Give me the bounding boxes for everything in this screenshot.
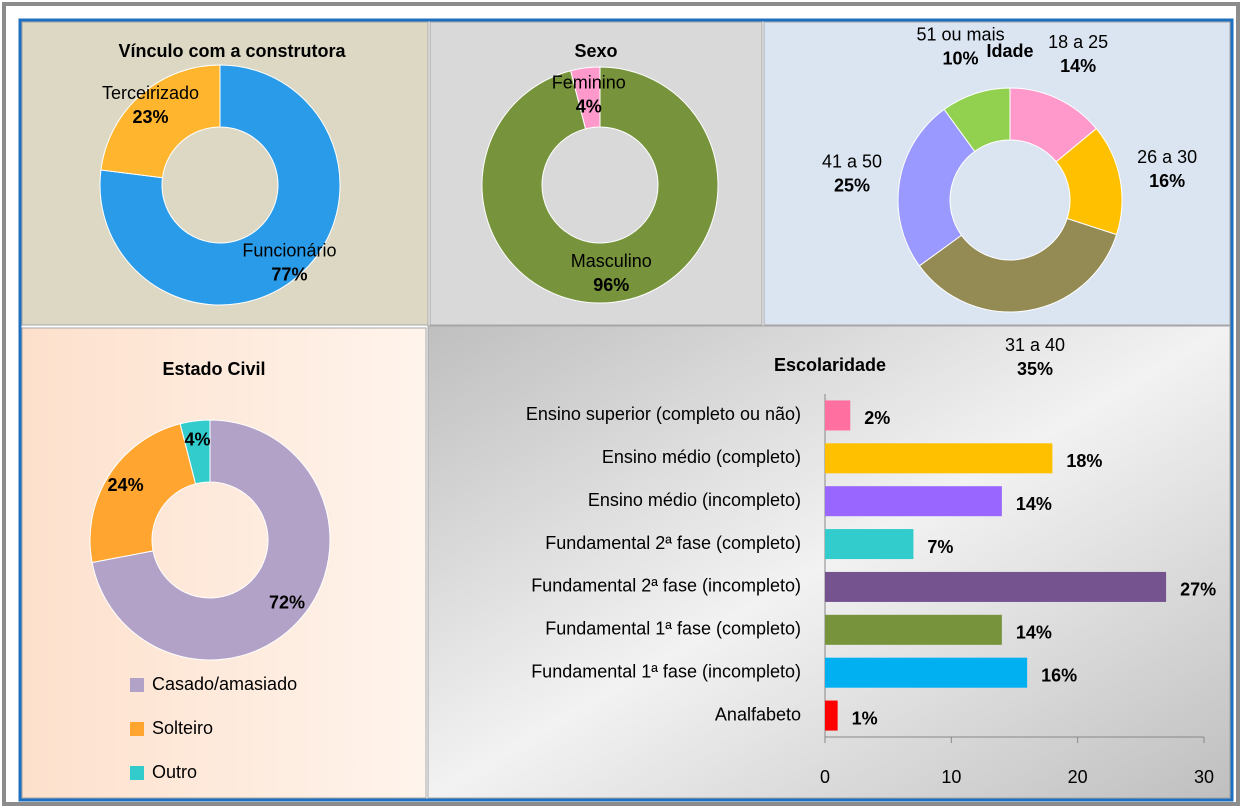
slice xyxy=(918,217,1118,313)
data-label: 18% xyxy=(1066,451,1102,471)
x-tick-label: 10 xyxy=(941,767,961,787)
slice xyxy=(570,66,601,130)
legend-swatch xyxy=(130,766,144,780)
chart-title: Vínculo com a construtora xyxy=(118,41,346,61)
inner-frame xyxy=(18,18,1234,802)
slice xyxy=(943,87,1011,153)
data-label: 14% xyxy=(1016,494,1052,514)
bar xyxy=(825,400,851,431)
data-label: 4% xyxy=(184,430,210,450)
slice xyxy=(481,66,719,304)
data-label: 16% xyxy=(1041,665,1077,685)
legend-swatch xyxy=(130,722,144,736)
bar xyxy=(825,700,838,731)
bar xyxy=(825,571,1167,602)
data-label: 23% xyxy=(133,107,169,127)
y-tick-label: Ensino médio (incompleto) xyxy=(588,490,801,510)
legend-label: Solteiro xyxy=(152,718,213,738)
slice-label: 31 a 40 xyxy=(1005,335,1065,355)
data-label: 7% xyxy=(927,537,953,557)
y-tick-label: Analfabeto xyxy=(715,704,801,724)
slice xyxy=(91,419,331,661)
y-tick-label: Fundamental 1ª fase (completo) xyxy=(545,619,801,639)
x-tick-label: 20 xyxy=(1068,767,1088,787)
x-tick-label: 30 xyxy=(1194,767,1214,787)
slice-label: 18 a 25 xyxy=(1048,32,1108,52)
legend-label: Outro xyxy=(152,762,197,782)
y-tick-label: Ensino superior (completo ou não) xyxy=(526,404,801,424)
slice xyxy=(100,64,221,179)
slice xyxy=(179,419,211,485)
slice-label: Terceirizado xyxy=(102,83,199,103)
slice xyxy=(99,64,341,306)
data-label: 25% xyxy=(834,176,870,196)
y-tick-label: Ensino médio (completo) xyxy=(602,447,801,467)
chart-title: Idade xyxy=(986,41,1033,61)
data-label: 24% xyxy=(108,475,144,495)
chart-title: Estado Civil xyxy=(162,359,265,379)
bar xyxy=(825,614,1002,645)
data-label: 10% xyxy=(943,49,979,69)
data-label: 72% xyxy=(269,592,305,612)
data-label: 14% xyxy=(1016,623,1052,643)
bar xyxy=(825,657,1028,688)
data-label: 4% xyxy=(576,96,602,116)
x-tick-label: 0 xyxy=(820,767,830,787)
y-tick-label: Fundamental 1ª fase (incompleto) xyxy=(531,661,801,681)
slice-label: Feminino xyxy=(552,72,626,92)
chart-title: Escolaridade xyxy=(774,355,886,375)
legend-label: Casado/amasiado xyxy=(152,674,297,694)
data-label: 1% xyxy=(852,708,878,728)
data-label: 14% xyxy=(1060,56,1096,76)
bar xyxy=(825,529,914,560)
data-label: 27% xyxy=(1180,580,1216,600)
bar xyxy=(825,486,1002,517)
slice xyxy=(89,423,197,564)
panel xyxy=(21,327,427,799)
slice-label: 26 a 30 xyxy=(1137,147,1197,167)
data-label: 77% xyxy=(271,265,307,285)
slice-label: Funcionário xyxy=(242,241,336,261)
slice-label: 41 a 50 xyxy=(822,152,882,172)
chart-title: Sexo xyxy=(574,41,617,61)
y-tick-label: Fundamental 2ª fase (incompleto) xyxy=(531,576,801,596)
slice-label: 51 ou mais xyxy=(917,25,1005,45)
data-label: 35% xyxy=(1017,359,1053,379)
data-label: 2% xyxy=(864,408,890,428)
data-label: 96% xyxy=(593,275,629,295)
legend-swatch xyxy=(130,678,144,692)
slice-label: Masculino xyxy=(571,251,652,271)
bar xyxy=(825,443,1053,474)
y-tick-label: Fundamental 2ª fase (completo) xyxy=(545,533,801,553)
slice xyxy=(897,108,976,267)
data-label: 16% xyxy=(1149,171,1185,191)
